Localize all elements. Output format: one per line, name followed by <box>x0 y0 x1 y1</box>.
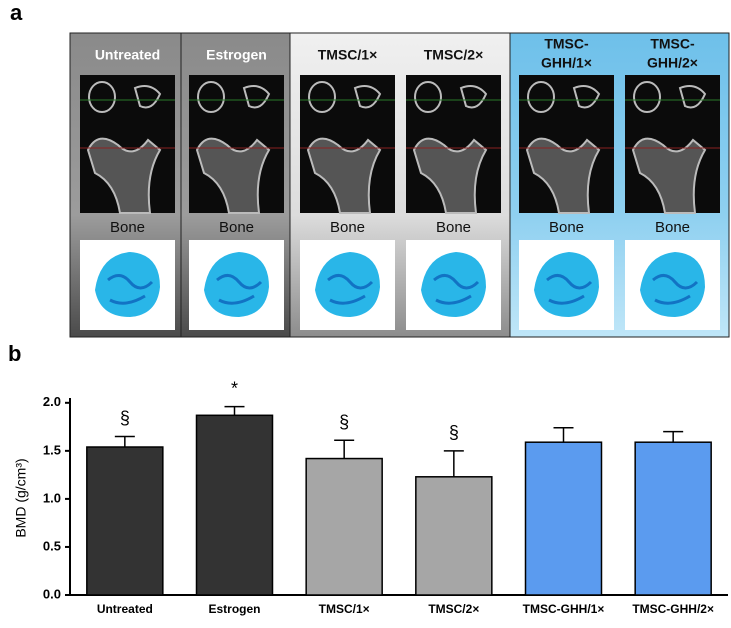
bone-render-detail <box>216 274 263 305</box>
ct-slice <box>572 85 601 109</box>
significance-mark: * <box>231 378 238 398</box>
column-title: GHH/2× <box>647 55 698 71</box>
panel-label: b <box>8 341 21 366</box>
significance-mark: § <box>339 412 349 432</box>
x-tick-label: TMSC-GHH/2× <box>632 602 714 616</box>
column-title: TMSC/1× <box>318 47 378 63</box>
ct-femur <box>525 137 601 214</box>
significance-mark: § <box>449 423 459 443</box>
bone-render-detail <box>433 274 480 305</box>
y-tick-label: 1.5 <box>43 442 61 457</box>
ct-femur <box>86 137 162 214</box>
column-caption: Bone <box>219 219 254 236</box>
ct-slice <box>459 85 488 109</box>
ct-femur <box>412 137 488 214</box>
significance-mark: § <box>120 408 130 428</box>
column-caption: Bone <box>436 219 471 236</box>
x-tick-label: Untreated <box>97 602 153 616</box>
bone-render-detail <box>107 274 154 305</box>
column-caption: Bone <box>110 219 145 236</box>
column-caption: Bone <box>655 219 690 236</box>
ct-femur <box>195 137 271 214</box>
x-tick-label: Estrogen <box>208 602 260 616</box>
bone-render-detail <box>652 274 699 305</box>
ct-slice <box>88 81 116 113</box>
x-tick-label: TMSC/2× <box>428 602 479 616</box>
bar <box>86 446 164 596</box>
ct-slice <box>242 85 271 109</box>
ct-slice <box>414 81 442 113</box>
column-title: TMSC- <box>544 36 589 52</box>
x-tick-label: TMSC-GHH/1× <box>523 602 605 616</box>
x-tick-label: TMSC/1× <box>319 602 370 616</box>
panel-label: a <box>10 0 23 25</box>
column-title: Estrogen <box>206 47 267 63</box>
bar <box>195 414 274 596</box>
column-title: TMSC/2× <box>424 47 484 63</box>
bone-render-detail <box>327 274 374 305</box>
bone-render-detail <box>546 274 593 305</box>
column-title: GHH/1× <box>541 55 592 71</box>
column-caption: Bone <box>330 219 365 236</box>
ct-slice <box>133 85 162 109</box>
bar <box>415 476 493 596</box>
bar <box>634 441 712 596</box>
ct-slice <box>527 81 555 113</box>
ct-slice <box>197 81 225 113</box>
y-tick-label: 0.5 <box>43 538 61 553</box>
ct-slice <box>633 81 661 113</box>
ct-slice <box>678 85 707 109</box>
y-axis-label: BMD (g/cm³) <box>13 458 29 537</box>
ct-slice <box>308 81 336 113</box>
y-tick-label: 0.0 <box>43 586 61 601</box>
y-tick-label: 2.0 <box>43 394 61 409</box>
y-tick-label: 1.0 <box>43 490 61 505</box>
bar <box>305 457 383 596</box>
ct-slice <box>353 85 382 109</box>
bar <box>524 441 603 596</box>
column-title: Untreated <box>95 47 160 63</box>
column-caption: Bone <box>549 219 584 236</box>
ct-femur <box>631 137 707 214</box>
column-title: TMSC- <box>650 36 695 52</box>
ct-femur <box>306 137 382 214</box>
